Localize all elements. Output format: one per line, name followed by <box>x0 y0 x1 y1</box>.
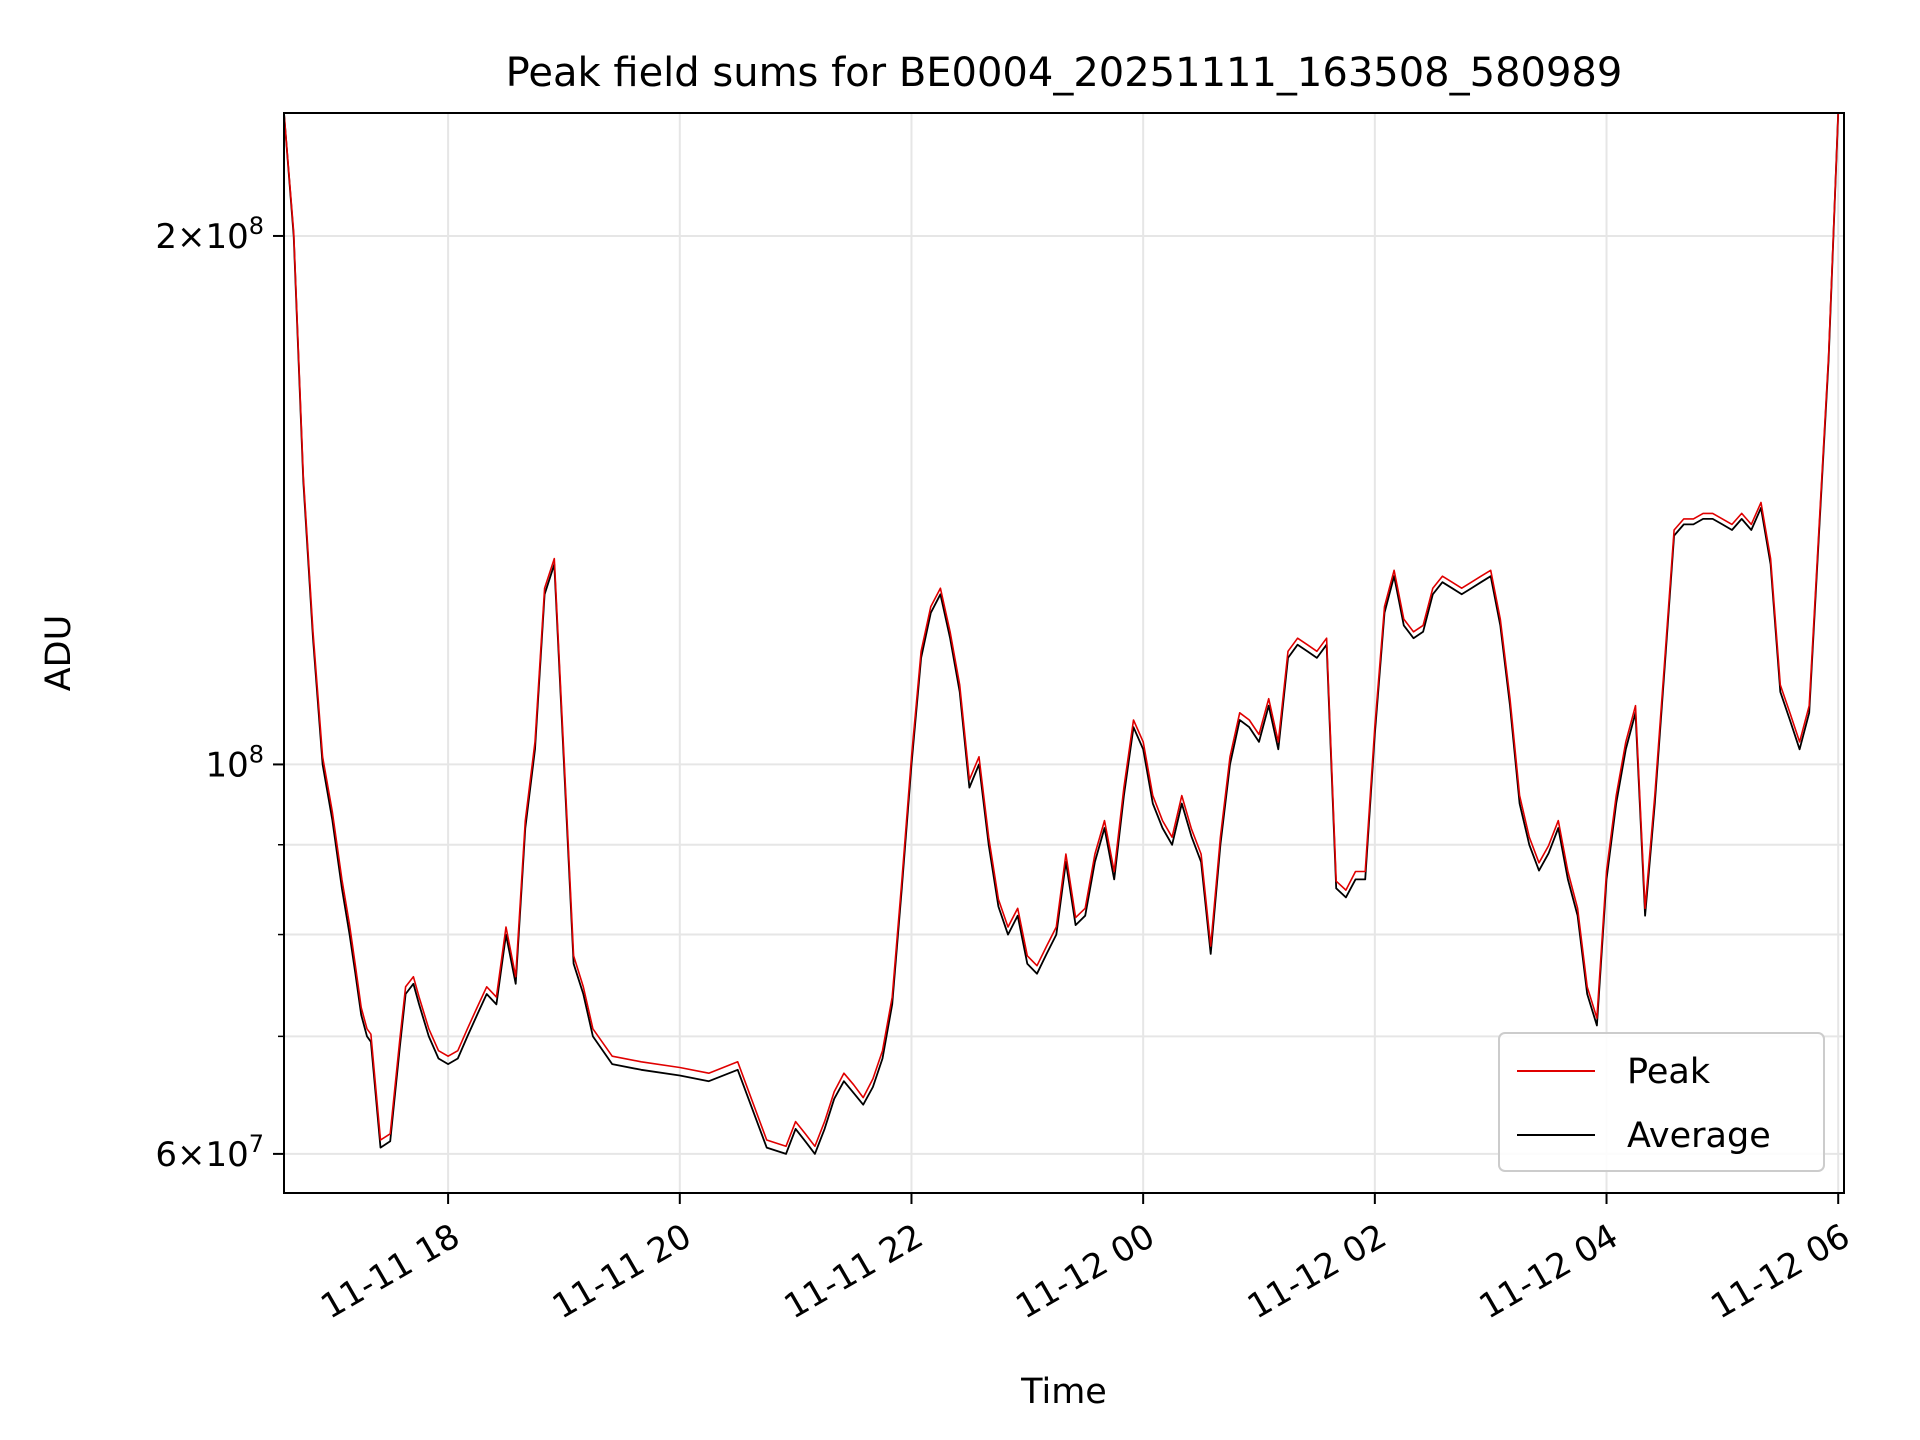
x-axis-label: Time <box>1020 1372 1107 1412</box>
grid-lines <box>284 113 1844 1193</box>
y-tick-times: × <box>177 217 206 257</box>
y-tick-exponent: 7 <box>249 1130 264 1158</box>
y-tick-mantissa: 6 <box>155 1135 177 1175</box>
series-group <box>284 113 1840 1155</box>
legend-label-average: Average <box>1627 1116 1771 1156</box>
plot-frame <box>283 112 1845 1194</box>
y-tick-base: 10 <box>205 745 248 785</box>
y-tick-base: 10 <box>205 217 248 257</box>
y-tick-times: × <box>177 1135 206 1175</box>
y-tick-label: 6×107 <box>155 1130 264 1175</box>
y-tick-mantissa: 2 <box>155 217 177 257</box>
plot-area <box>284 113 1840 1155</box>
legend-label-peak: Peak <box>1627 1052 1711 1092</box>
chart-title: Peak field sums for BE0004_20251111_1635… <box>506 50 1623 96</box>
y-tick-label: 2×108 <box>155 212 264 257</box>
legend: Peak Average <box>1498 1032 1825 1172</box>
legend-box <box>1498 1032 1825 1172</box>
y-tick-base: 10 <box>205 1135 248 1175</box>
y-axis-label: ADU <box>39 615 79 692</box>
y-tick-exponent: 8 <box>249 740 264 768</box>
y-tick-exponent: 8 <box>249 212 264 240</box>
y-tick-label: 108 <box>205 740 264 785</box>
series-line-average <box>284 113 1840 1155</box>
series-line-peak <box>284 113 1839 1148</box>
